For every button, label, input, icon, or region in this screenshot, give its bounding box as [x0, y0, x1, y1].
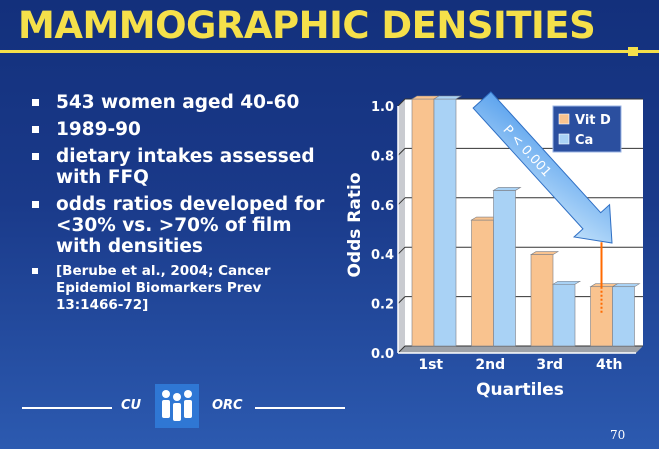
- bar-ca: [612, 286, 635, 347]
- x-tick-label: 4th: [596, 357, 622, 373]
- gridline-diagonal: [397, 98, 406, 107]
- citation: [Berube et al., 2004; Cancer Epidemiol B…: [30, 263, 330, 314]
- bullet-item: 1989-90: [30, 119, 330, 140]
- gridline-diagonal: [397, 296, 406, 304]
- footer-line-right: [255, 407, 345, 409]
- bullet-item: odds ratios developed for <30% vs. >70% …: [30, 194, 330, 257]
- bar-vit-d: [471, 219, 494, 347]
- logo-icon: [162, 390, 192, 421]
- trend-arrow-shape: [472, 91, 613, 244]
- y-axis-title: Odds Ratio: [345, 172, 365, 277]
- plot-floor: [398, 346, 643, 353]
- bar-ca: [493, 190, 516, 347]
- gridline-diagonal: [397, 148, 406, 156]
- bar-top-face: [432, 95, 463, 100]
- y-tick-label: 1.0: [371, 100, 394, 115]
- legend-label: Ca: [575, 133, 593, 148]
- bar-top-face: [529, 251, 560, 255]
- bar-top-face: [611, 283, 641, 288]
- footer-line-left: [22, 407, 112, 409]
- gridline-diagonal: [397, 197, 406, 206]
- bullet-item: 543 women aged 40-60: [30, 92, 330, 113]
- x-axis-title: Quartiles: [476, 380, 564, 400]
- bar-vit-d: [530, 254, 554, 347]
- x-tick-label: 1st: [418, 357, 443, 373]
- page-number: 70: [610, 428, 626, 442]
- y-tick-label: 0.0: [371, 347, 394, 362]
- bullet-list: 543 women aged 40-60 1989-90 dietary int…: [30, 92, 330, 320]
- y-tick-label: 0.8: [371, 149, 394, 164]
- legend-swatch: [558, 133, 570, 145]
- bar-ca: [552, 283, 576, 347]
- gridline-diagonal: [397, 246, 406, 255]
- title-rule-end: [628, 47, 638, 56]
- legend-box: [552, 105, 622, 153]
- bar-vit-d: [411, 98, 435, 347]
- x-tick-label: 2nd: [475, 357, 505, 373]
- logo: [155, 384, 199, 428]
- bar-top-face: [551, 280, 582, 285]
- legend-swatch: [558, 113, 570, 125]
- plot-side-wall: [398, 99, 405, 353]
- bar-top-face: [492, 187, 522, 191]
- bullet-item: dietary intakes assessed with FFQ: [30, 146, 330, 188]
- title-rule: [0, 50, 659, 53]
- y-tick-label: 0.6: [371, 199, 394, 214]
- legend-label: Vit D: [575, 113, 611, 128]
- x-tick-label: 3rd: [536, 357, 563, 373]
- bar-ca: [433, 98, 457, 347]
- y-tick-label: 0.4: [371, 248, 394, 263]
- y-tick-label: 0.2: [371, 298, 394, 313]
- footer-right-text: ORC: [212, 398, 243, 413]
- gridline-diagonal: [397, 345, 406, 354]
- footer-left-text: CU: [121, 398, 142, 413]
- slide-title: MAMMOGRAPHIC DENSITIES: [18, 4, 596, 47]
